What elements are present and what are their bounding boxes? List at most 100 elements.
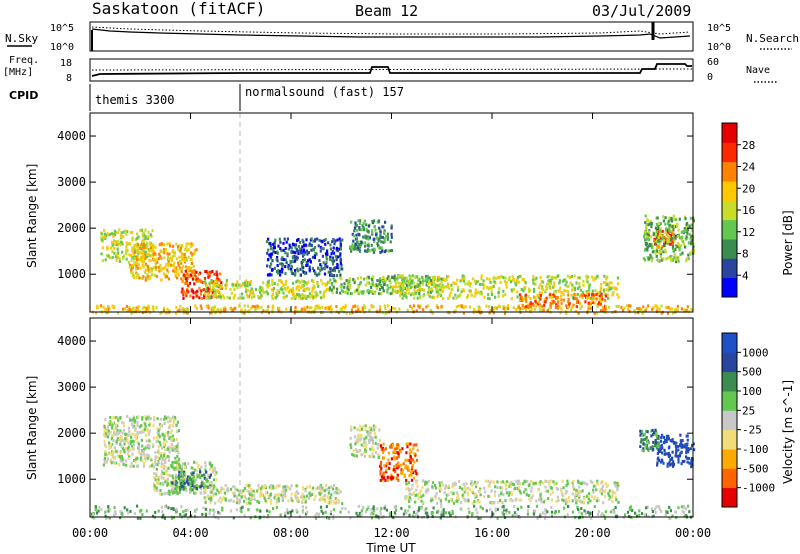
heatmap-cell: [204, 487, 207, 491]
heatmap-cell: [374, 233, 378, 237]
heatmap-cell: [158, 243, 161, 247]
heatmap-cell: [344, 507, 347, 511]
heatmap-cell: [688, 232, 691, 236]
heatmap-cell: [405, 487, 408, 491]
heatmap-cell: [449, 291, 452, 295]
heatmap-cell: [195, 484, 198, 488]
heatmap-cell: [371, 283, 374, 287]
heatmap-cell: [233, 294, 236, 297]
heatmap-cell: [266, 264, 269, 268]
heatmap-cell: [147, 275, 150, 279]
heatmap-cell: [397, 285, 400, 289]
heatmap-cell: [209, 285, 212, 289]
heatmap-cell: [525, 299, 528, 303]
heatmap-cell: [217, 283, 220, 287]
heatmap-cell: [221, 284, 224, 288]
heatmap-cell: [552, 276, 555, 280]
heatmap-cell: [139, 228, 142, 232]
heatmap-cell: [587, 309, 590, 313]
heatmap-cell: [422, 279, 425, 283]
heatmap-cell: [233, 494, 236, 498]
heatmap-cell: [236, 286, 239, 290]
heatmap-cell: [401, 447, 404, 451]
heatmap-cell: [183, 514, 186, 518]
heatmap-cell: [682, 505, 686, 509]
heatmap-cell: [133, 417, 136, 421]
heatmap-cell: [474, 279, 477, 283]
heatmap-cell: [177, 273, 180, 277]
heatmap-cell: [209, 508, 212, 512]
heatmap-cell: [480, 274, 483, 278]
heatmap-cell: [215, 270, 218, 274]
heatmap-cell: [593, 505, 596, 509]
heatmap-cell: [141, 311, 145, 315]
heatmap-cell: [604, 305, 608, 308]
heatmap-cell: [438, 282, 441, 286]
heatmap-cell: [645, 242, 649, 246]
heatmap-cell: [676, 256, 679, 260]
heatmap-cell: [243, 311, 246, 315]
heatmap-cell: [118, 431, 121, 435]
heatmap-cell: [601, 305, 604, 309]
heatmap-cell: [405, 482, 408, 486]
heatmap-cell: [186, 516, 189, 520]
heatmap-cell: [331, 262, 335, 266]
heatmap-cell: [182, 309, 185, 313]
heatmap-cell: [515, 479, 518, 483]
heatmap-cell: [521, 278, 524, 281]
heatmap-cell: [657, 245, 660, 249]
heatmap-cell: [511, 482, 514, 486]
heatmap-cell: [487, 296, 490, 300]
heatmap-cell: [271, 297, 274, 301]
heatmap-cell: [675, 218, 678, 222]
heatmap-cell: [129, 442, 132, 446]
heatmap-cell: [416, 448, 419, 452]
heatmap-cell: [401, 274, 404, 278]
heatmap-cell: [420, 507, 423, 511]
heatmap-cell: [502, 504, 505, 508]
heatmap-cell: [237, 296, 240, 300]
heatmap-cell: [654, 511, 657, 514]
heatmap-cell: [505, 285, 508, 289]
heatmap-cell: [314, 514, 317, 518]
heatmap-cell: [438, 481, 441, 485]
heatmap-cell: [169, 431, 172, 435]
heatmap-cell: [675, 257, 678, 261]
heatmap-cell: [572, 303, 575, 307]
heatmap-cell: [210, 462, 213, 466]
heatmap-cell: [333, 266, 336, 270]
heatmap-cell: [367, 291, 370, 295]
heatmap-cell: [151, 443, 154, 447]
heatmap-cell: [157, 432, 160, 436]
heatmap-cell: [153, 484, 156, 488]
heatmap-cell: [439, 294, 443, 297]
heatmap-cell: [129, 509, 132, 513]
heatmap-cell: [402, 281, 406, 285]
heatmap-cell: [387, 275, 390, 279]
heatmap-cell: [387, 304, 390, 308]
heatmap-cell: [565, 497, 568, 501]
heatmap-cell: [391, 285, 394, 289]
heatmap-cell: [579, 490, 582, 494]
heatmap-cell: [148, 439, 151, 443]
heatmap-cell: [292, 499, 295, 503]
heatmap-cell: [439, 484, 442, 488]
heatmap-cell: [373, 219, 376, 223]
heatmap-cell: [313, 269, 316, 273]
heatmap-cell: [667, 305, 670, 309]
heatmap-cell: [380, 246, 383, 250]
heatmap-cell: [372, 237, 375, 241]
heatmap-cell: [552, 293, 555, 297]
heatmap-cell: [267, 514, 270, 517]
heatmap-cell: [379, 463, 382, 467]
heatmap-cell: [658, 507, 661, 511]
heatmap-cell: [158, 252, 161, 256]
heatmap-cell: [180, 261, 183, 265]
heatmap-cell: [411, 458, 414, 462]
heatmap-cell: [402, 512, 405, 516]
heatmap-cell: [329, 270, 332, 274]
heatmap-cell: [110, 240, 114, 244]
heatmap-cell: [327, 270, 330, 274]
heatmap-cell: [166, 252, 169, 256]
heatmap-cell: [467, 507, 470, 511]
